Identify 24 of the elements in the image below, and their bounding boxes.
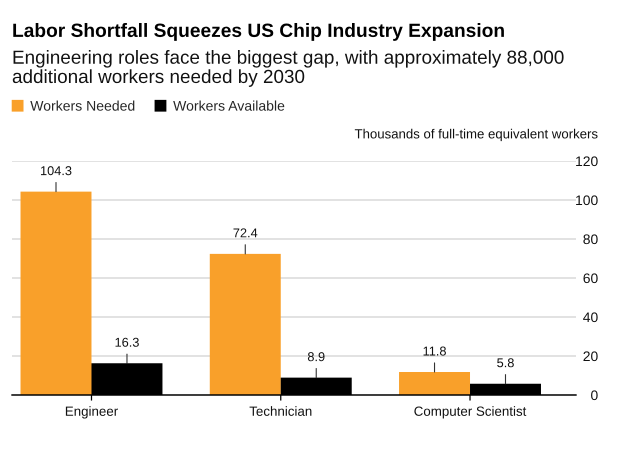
bar xyxy=(20,192,92,395)
x-tick-label: Engineer xyxy=(66,406,118,419)
y-tick-label: 40 xyxy=(583,312,598,322)
legend-label: Workers Needed xyxy=(30,100,134,111)
data-label: 8.9 xyxy=(308,352,325,362)
x-tick-label: Computer Scientist xyxy=(414,406,526,419)
y-axis-title: Thousands of full-time equivalent workers xyxy=(354,128,598,142)
bar xyxy=(399,372,470,395)
data-label: 5.8 xyxy=(497,358,514,368)
legend-label: Workers Available xyxy=(173,100,284,111)
y-tick-label: 80 xyxy=(583,234,598,244)
data-label: 11.8 xyxy=(424,346,446,356)
chart-title: Labor Shortfall Squeezes US Chip Industry Expansion xyxy=(13,23,504,41)
y-tick-label: 100 xyxy=(576,195,598,206)
x-tick-label: Technician xyxy=(250,406,312,416)
y-tick-label: 120 xyxy=(576,156,598,166)
data-label: 104.3 xyxy=(40,166,72,176)
y-tick-label: 60 xyxy=(583,273,598,284)
data-label: 16.3 xyxy=(116,338,139,347)
chart-subtitle: Engineering roles face the biggest gap, with approximately 88,000 additional workers needed by 2030 xyxy=(12,50,564,87)
data-label: 72.4 xyxy=(233,228,258,238)
y-tick-label: 0 xyxy=(591,390,598,400)
y-tick-label: 20 xyxy=(583,351,598,362)
bar xyxy=(210,254,281,395)
